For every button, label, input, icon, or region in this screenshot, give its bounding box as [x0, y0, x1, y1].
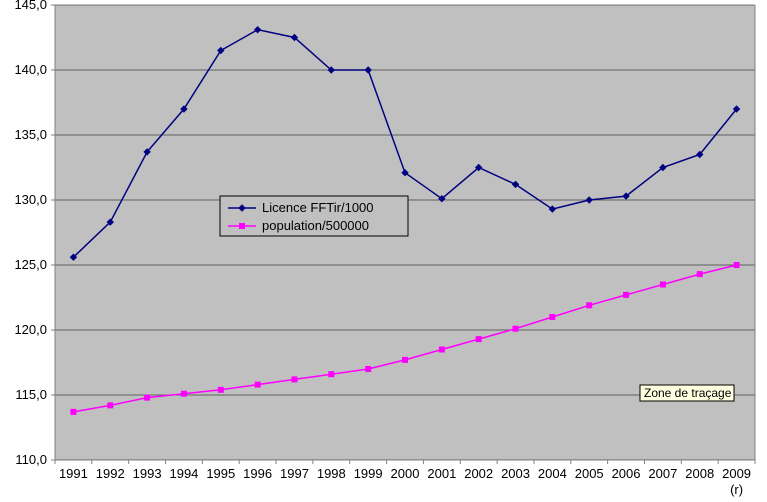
y-tick-label: 110,0 — [15, 452, 47, 467]
line-chart: 110,0 115,0 120,0 125,0 130,0 135,0 140,0 145,0… — [0, 0, 767, 502]
x-tick-label: 1992 — [96, 466, 125, 481]
x-tick-label: 2005 — [575, 466, 604, 481]
y-tick-label: 125,0 — [14, 257, 47, 272]
x-tick-label: 2007 — [648, 466, 677, 481]
y-tick-label: 130,0 — [14, 192, 47, 207]
x-tick-sublabel: (r) — [730, 482, 743, 497]
x-tick-label: 2003 — [501, 466, 530, 481]
x-tick-label: 2006 — [612, 466, 641, 481]
legend: Licence FFTir/1000 population/500000 — [220, 196, 408, 236]
y-tick-label: 115,0 — [15, 387, 47, 402]
x-tick-label: 1997 — [280, 466, 309, 481]
x-tick-label: 1993 — [133, 466, 162, 481]
x-tick-label: 2001 — [427, 466, 456, 481]
x-tick-label: 1995 — [206, 466, 235, 481]
x-tick-label: 1996 — [243, 466, 272, 481]
x-tick-label: 2008 — [685, 466, 714, 481]
y-tick-label: 140,0 — [14, 62, 47, 77]
x-tick-label: 2000 — [391, 466, 420, 481]
y-tick-label: 120,0 — [14, 322, 47, 337]
x-tick-label: 2009 — [722, 466, 751, 481]
tooltip: Zone de traçage — [640, 385, 734, 401]
y-tick-label: 145,0 — [14, 0, 47, 12]
x-tick-label: 1991 — [59, 466, 88, 481]
chart-container: { "chart": { "type": "line", "width": 76… — [0, 0, 767, 502]
legend-label: population/500000 — [262, 218, 369, 233]
x-tick-label: 1998 — [317, 466, 346, 481]
y-tick-label: 135,0 — [14, 127, 47, 142]
x-tick-label: 2002 — [464, 466, 493, 481]
tooltip-text: Zone de traçage — [644, 386, 732, 400]
x-tick-label: 1999 — [354, 466, 383, 481]
x-tick-label: 2004 — [538, 466, 567, 481]
x-tick-label: 1994 — [169, 466, 198, 481]
legend-label: Licence FFTir/1000 — [262, 200, 374, 215]
